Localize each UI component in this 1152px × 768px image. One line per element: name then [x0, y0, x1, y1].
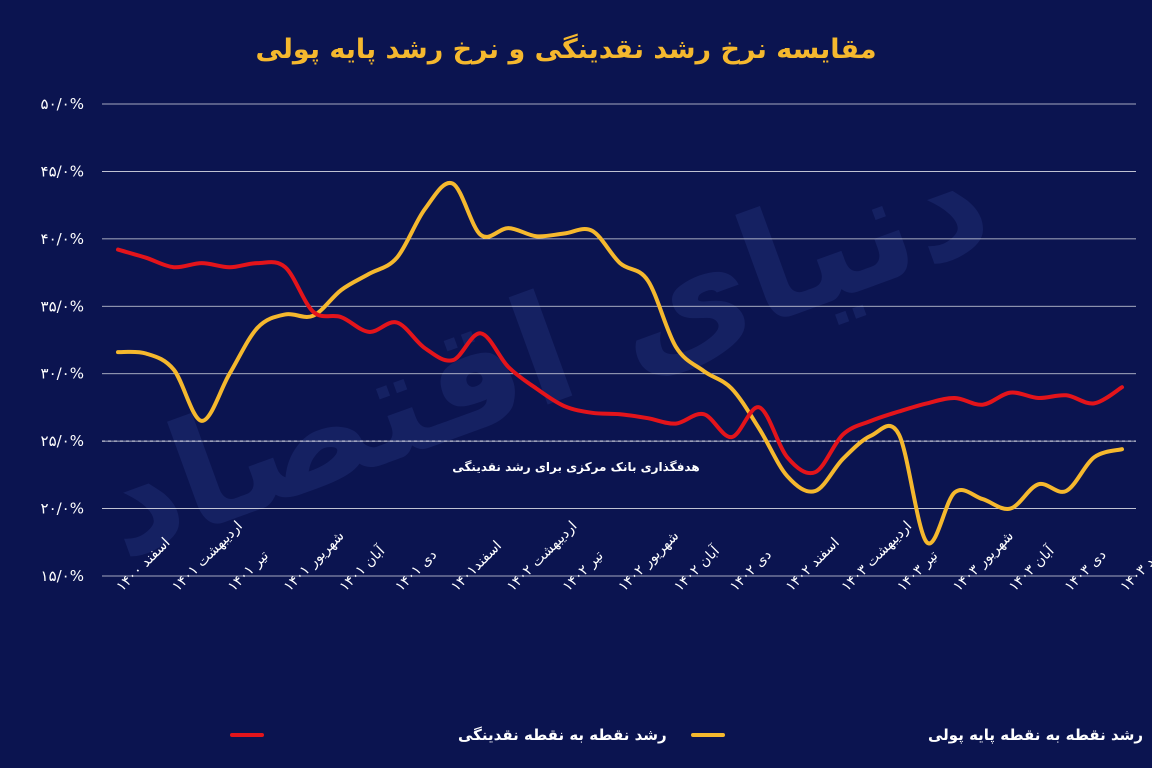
x-tick-label: دی ۱۴۰۲ [727, 547, 775, 595]
y-tick-label: ۳۵/۰% [41, 297, 84, 315]
legend-item-liquidity: رشد نقطه به نقطه نقدینگی [230, 726, 667, 744]
y-tick-label: ۴۰/۰% [41, 230, 84, 248]
target-annotation: هدفگذاری بانک مرکزی برای رشد نقدینگی [102, 440, 1136, 474]
legend: رشد نقطه به نقطه نقدینگی رشد نقطه به نقط… [230, 726, 1143, 745]
x-tick-label: آبان ۱۴۰۱ [336, 542, 389, 595]
x-tick-label: آبان ۱۴۰۳ [1005, 542, 1058, 595]
chart-title: مقایسه نرخ رشد نقدینگی و نرخ رشد پایه پو… [255, 33, 876, 65]
y-tick-label: ۴۵/۰% [41, 162, 84, 180]
x-tick-label: تیر ۱۴۰۳ [894, 548, 941, 595]
y-axis-ticks: ۵۰/۰% ۴۵/۰% ۴۰/۰% ۳۵/۰% ۳۰/۰% ۲۵/۰% ۲۰/۰% ۱۵/۰% [41, 95, 84, 585]
legend-item-monetary-base: رشد نقطه به نقطه پایه پولی [691, 726, 1143, 745]
y-tick-label: ۵۰/۰% [41, 95, 84, 113]
y-tick-label: ۳۰/۰% [41, 365, 84, 383]
series-liquidity-line [116, 247, 1124, 476]
y-tick-label: ۱۵/۰% [41, 567, 84, 585]
series-monetary-base-line [116, 180, 1124, 546]
legend-label-liquidity: رشد نقطه به نقطه نقدینگی [458, 726, 667, 744]
x-tick-label: اسفند ۱۴۰۲ [783, 535, 843, 595]
legend-label-monetary-base: رشد نقطه به نقطه پایه پولی [928, 726, 1143, 745]
x-tick-label: دی ۱۴۰۱ [392, 547, 440, 595]
x-tick-label: تیر ۱۴۰۲ [560, 548, 607, 595]
x-tick-label: دی ۱۴۰۳ [1062, 547, 1110, 595]
series-lines [116, 180, 1124, 546]
y-tick-label: ۲۰/۰% [41, 500, 84, 518]
x-tick-label: اسفند ۱۴۰۳ [1118, 535, 1152, 595]
target-label: هدفگذاری بانک مرکزی برای رشد نقدینگی [452, 460, 699, 474]
y-tick-label: ۲۵/۰% [41, 432, 84, 450]
watermark-logo: دنیای اقتصاد [75, 111, 1011, 593]
x-tick-label: اسفند۱۴۰۱ [448, 538, 505, 595]
x-tick-label: آبان ۱۴۰۲ [671, 542, 724, 595]
